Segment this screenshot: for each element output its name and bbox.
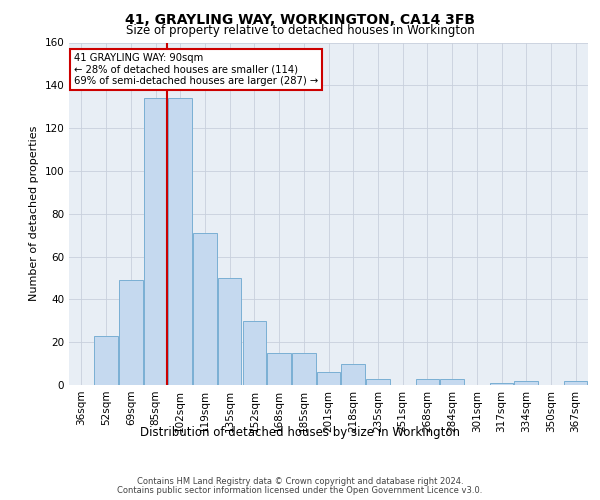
- Bar: [242, 321, 266, 385]
- Bar: [440, 378, 464, 385]
- Bar: [317, 372, 340, 385]
- Text: Contains public sector information licensed under the Open Government Licence v3: Contains public sector information licen…: [118, 486, 482, 495]
- Bar: [366, 378, 389, 385]
- Bar: [268, 353, 291, 385]
- Bar: [564, 380, 587, 385]
- Y-axis label: Number of detached properties: Number of detached properties: [29, 126, 39, 302]
- Bar: [490, 383, 513, 385]
- Text: Distribution of detached houses by size in Workington: Distribution of detached houses by size …: [140, 426, 460, 439]
- Bar: [169, 98, 192, 385]
- Bar: [514, 380, 538, 385]
- Bar: [119, 280, 143, 385]
- Bar: [218, 278, 241, 385]
- Text: 41, GRAYLING WAY, WORKINGTON, CA14 3FB: 41, GRAYLING WAY, WORKINGTON, CA14 3FB: [125, 12, 475, 26]
- Bar: [341, 364, 365, 385]
- Text: Size of property relative to detached houses in Workington: Size of property relative to detached ho…: [125, 24, 475, 37]
- Bar: [193, 233, 217, 385]
- Text: Contains HM Land Registry data © Crown copyright and database right 2024.: Contains HM Land Registry data © Crown c…: [137, 477, 463, 486]
- Bar: [292, 353, 316, 385]
- Bar: [94, 336, 118, 385]
- Text: 41 GRAYLING WAY: 90sqm
← 28% of detached houses are smaller (114)
69% of semi-de: 41 GRAYLING WAY: 90sqm ← 28% of detached…: [74, 53, 319, 86]
- Bar: [144, 98, 167, 385]
- Bar: [416, 378, 439, 385]
